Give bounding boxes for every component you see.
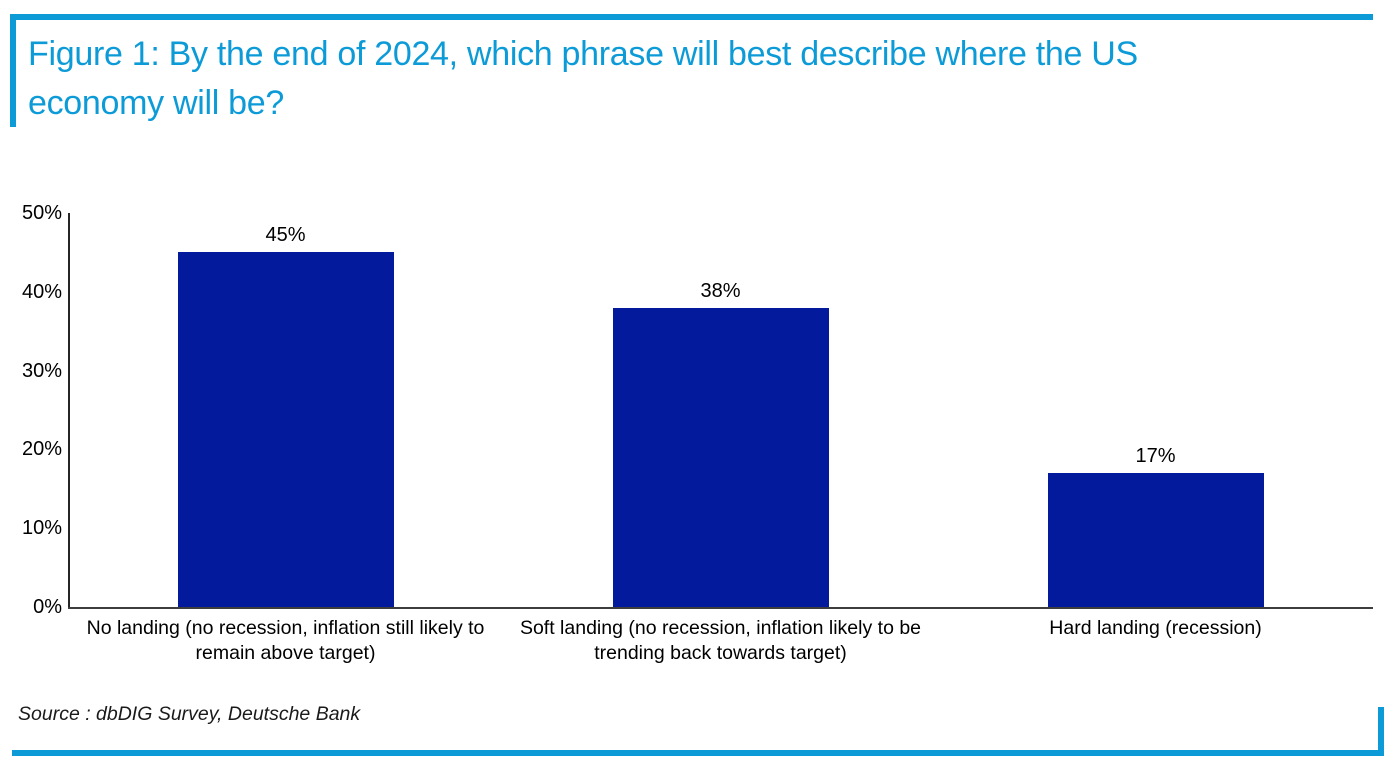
left-accent-rule — [10, 14, 16, 127]
bottom-accent-rule — [12, 750, 1384, 756]
bar-group-hard-landing: 17% — [1047, 213, 1264, 607]
bar-group-no-landing: 45% — [177, 213, 394, 607]
source-attribution: Source : dbDIG Survey, Deutsche Bank — [18, 703, 361, 725]
bar-value-label: 45% — [265, 224, 306, 247]
right-accent-rule — [1378, 707, 1384, 756]
y-axis-tick-label: 50% — [21, 202, 62, 224]
y-axis-line — [68, 213, 70, 609]
bar-hard-landing — [1047, 473, 1264, 607]
y-axis-tick-label: 30% — [21, 359, 62, 382]
bar-value-label: 17% — [1135, 445, 1176, 468]
x-axis-category-label: No landing (no recession, inflation stil… — [86, 617, 485, 664]
y-axis-tick-label: 10% — [21, 517, 62, 540]
bar-no-landing — [177, 252, 394, 607]
figure-title-line-1: Figure 1: By the end of 2024, which phra… — [28, 35, 1138, 73]
bar-value-label: 38% — [700, 279, 741, 302]
y-axis-tick-label: 0% — [33, 596, 62, 618]
y-axis-tick-label: 40% — [21, 280, 62, 303]
y-axis-tick-label: 20% — [21, 438, 62, 461]
figure-title-line-2: economy will be? — [28, 84, 284, 122]
x-axis-category-label: Soft landing (no recession, inflation li… — [519, 617, 922, 664]
x-axis-line — [68, 607, 1373, 609]
figure-title: Figure 1: By the end of 2024, which phra… — [28, 30, 1138, 128]
bar-group-soft-landing: 38% — [612, 213, 829, 607]
bar-soft-landing — [612, 307, 829, 607]
top-accent-rule — [10, 14, 1373, 20]
x-axis-category-label: Hard landing (recession) — [1049, 617, 1262, 639]
